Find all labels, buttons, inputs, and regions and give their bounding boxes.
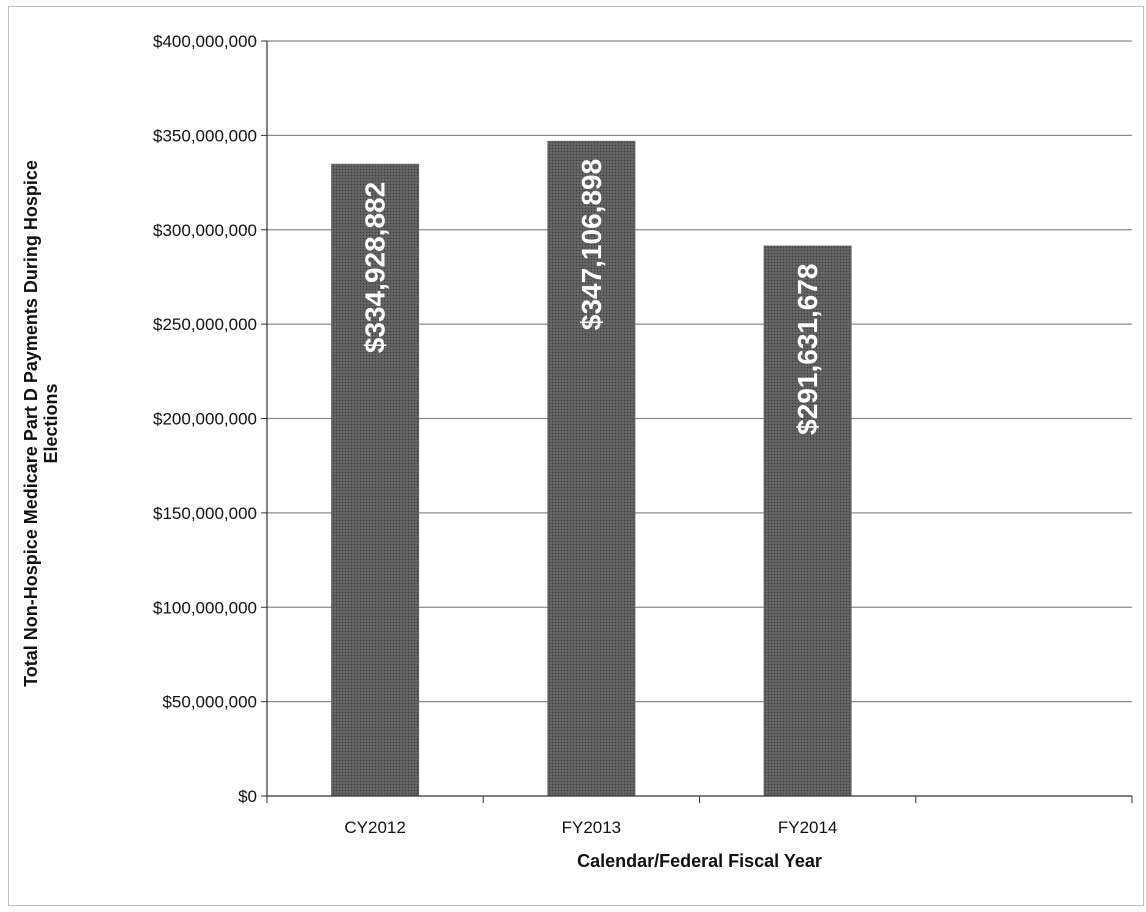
y-tick-label: $150,000,000 <box>153 504 257 523</box>
y-axis-title: Total Non-Hospice Medicare Part D Paymen… <box>21 160 61 687</box>
y-axis-title-line: Elections <box>41 383 61 463</box>
chart-frame: $0 $50,000,000 $100,000,000 $150,000,000 $20… <box>8 6 1144 906</box>
y-tick-label: $400,000,000 <box>153 32 257 51</box>
x-tick-label: FY2013 <box>562 818 622 837</box>
y-tick-label: $350,000,000 <box>153 126 257 145</box>
y-tick-label: $50,000,000 <box>162 693 257 712</box>
bars: $334,928,882 $347,106,898 $291,631,678 <box>331 140 852 797</box>
y-tick-label: $100,000,000 <box>153 598 257 617</box>
bar-data-label: $334,928,882 <box>360 182 391 353</box>
y-axis-title-line: Total Non-Hospice Medicare Part D Paymen… <box>21 160 41 687</box>
y-tick-label: $0 <box>238 787 257 806</box>
bar-data-label: $347,106,898 <box>576 159 607 330</box>
y-tick-label: $250,000,000 <box>153 315 257 334</box>
bar-cy2012 <box>331 163 420 797</box>
bar-fy2013 <box>547 140 636 797</box>
bar-fy2014 <box>763 245 852 796</box>
bar-data-label: $291,631,678 <box>792 264 823 435</box>
bar-chart: $0 $50,000,000 $100,000,000 $150,000,000 $20… <box>21 32 1133 871</box>
x-axis-title: Calendar/Federal Fiscal Year <box>577 851 822 871</box>
x-tick-label: FY2014 <box>778 818 838 837</box>
x-tick-label: CY2012 <box>344 818 405 837</box>
y-axis-ticks: $0 $50,000,000 $100,000,000 $150,000,000 $20… <box>153 32 267 806</box>
y-tick-label: $200,000,000 <box>153 410 257 429</box>
x-axis-ticks: CY2012 FY2013 FY2014 <box>266 796 1133 837</box>
y-tick-label: $300,000,000 <box>153 221 257 240</box>
